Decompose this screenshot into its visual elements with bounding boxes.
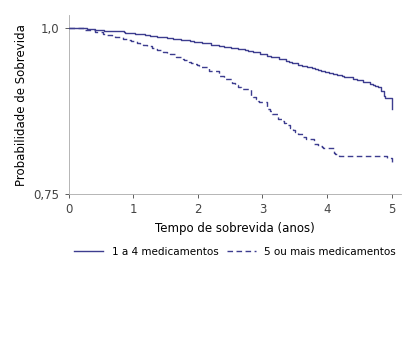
Legend: 1 a 4 medicamentos, 5 ou mais medicamentos: 1 a 4 medicamentos, 5 ou mais medicament… — [70, 243, 400, 261]
X-axis label: Tempo de sobrevida (anos): Tempo de sobrevida (anos) — [155, 222, 315, 235]
Y-axis label: Probabilidade de Sobrevida: Probabilidade de Sobrevida — [15, 24, 28, 186]
